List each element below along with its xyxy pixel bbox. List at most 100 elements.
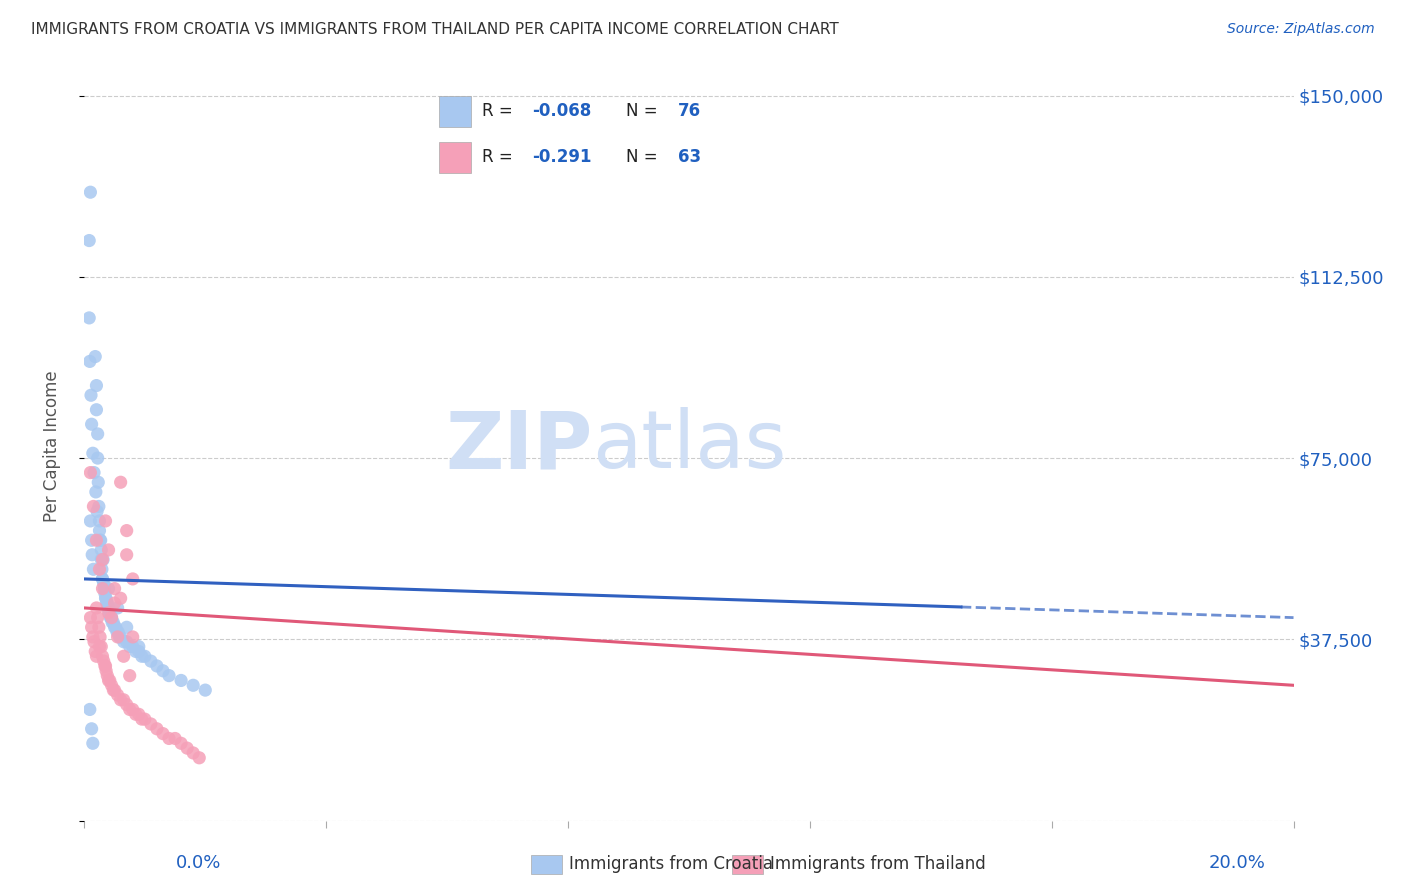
Point bbox=[82, 630, 104, 644]
Point bbox=[83, 466, 105, 480]
Point bbox=[80, 620, 103, 634]
Point bbox=[80, 533, 103, 548]
Point bbox=[86, 610, 108, 624]
Point bbox=[146, 659, 169, 673]
Point bbox=[79, 610, 101, 624]
Point bbox=[97, 601, 120, 615]
Point bbox=[93, 654, 115, 668]
Point bbox=[108, 630, 131, 644]
Point bbox=[80, 388, 103, 402]
Point bbox=[146, 722, 169, 736]
Point bbox=[110, 630, 132, 644]
Point bbox=[181, 746, 204, 760]
Point bbox=[94, 591, 117, 606]
Text: IMMIGRANTS FROM CROATIA VS IMMIGRANTS FROM THAILAND PER CAPITA INCOME CORRELATIO: IMMIGRANTS FROM CROATIA VS IMMIGRANTS FR… bbox=[31, 22, 839, 37]
Point bbox=[82, 736, 104, 750]
Point bbox=[131, 712, 153, 726]
Point bbox=[86, 378, 108, 392]
Text: N =: N = bbox=[626, 148, 658, 166]
Point bbox=[176, 741, 198, 756]
Point bbox=[90, 543, 112, 558]
Point bbox=[181, 678, 204, 692]
Point bbox=[89, 640, 111, 654]
Point bbox=[98, 606, 121, 620]
Point bbox=[79, 702, 101, 716]
Point bbox=[107, 625, 129, 640]
Text: 63: 63 bbox=[678, 148, 702, 166]
Text: R =: R = bbox=[482, 103, 513, 120]
Point bbox=[87, 475, 110, 490]
Point bbox=[115, 698, 138, 712]
Point bbox=[104, 596, 127, 610]
Point bbox=[110, 475, 132, 490]
Point bbox=[96, 596, 118, 610]
Point bbox=[170, 736, 193, 750]
Point bbox=[110, 693, 132, 707]
Point bbox=[90, 552, 112, 566]
Point bbox=[93, 582, 115, 596]
Point bbox=[91, 552, 114, 566]
Point bbox=[86, 601, 108, 615]
Point bbox=[91, 552, 114, 566]
Point bbox=[82, 446, 104, 460]
Point bbox=[94, 659, 117, 673]
Point bbox=[87, 500, 110, 514]
Point bbox=[118, 640, 141, 654]
Point bbox=[104, 683, 127, 698]
Point bbox=[115, 524, 138, 538]
Point bbox=[128, 707, 150, 722]
Text: Immigrants from Thailand: Immigrants from Thailand bbox=[770, 855, 986, 873]
Point bbox=[84, 484, 107, 499]
Point bbox=[104, 620, 127, 634]
Point bbox=[86, 402, 108, 417]
Point bbox=[103, 615, 125, 630]
Y-axis label: Per Capita Income: Per Capita Income bbox=[42, 370, 60, 522]
Point bbox=[94, 514, 117, 528]
Point bbox=[194, 683, 217, 698]
Point bbox=[97, 601, 120, 615]
Text: R =: R = bbox=[482, 148, 513, 166]
Point bbox=[100, 678, 122, 692]
Point bbox=[170, 673, 193, 688]
Point bbox=[86, 426, 108, 441]
Point bbox=[115, 620, 138, 634]
Point bbox=[90, 640, 112, 654]
Point bbox=[128, 640, 150, 654]
FancyBboxPatch shape bbox=[439, 142, 471, 173]
Point bbox=[107, 601, 129, 615]
Point bbox=[93, 576, 115, 591]
Point bbox=[121, 702, 143, 716]
Point bbox=[87, 620, 110, 634]
Point bbox=[107, 688, 129, 702]
Point bbox=[79, 466, 101, 480]
Point bbox=[100, 610, 122, 624]
Point bbox=[97, 606, 120, 620]
Point bbox=[139, 717, 162, 731]
Point bbox=[91, 572, 114, 586]
Point bbox=[105, 625, 128, 640]
Point bbox=[94, 591, 117, 606]
Point bbox=[131, 649, 153, 664]
Point bbox=[91, 649, 114, 664]
Point bbox=[98, 610, 121, 624]
Point bbox=[94, 664, 117, 678]
Point bbox=[84, 350, 107, 364]
Point bbox=[97, 582, 120, 596]
Point bbox=[100, 610, 122, 624]
Point bbox=[103, 683, 125, 698]
Text: Immigrants from Croatia: Immigrants from Croatia bbox=[568, 855, 773, 873]
Point bbox=[104, 620, 127, 634]
Point bbox=[79, 514, 101, 528]
Point bbox=[152, 726, 174, 740]
Point bbox=[94, 586, 117, 600]
Point bbox=[96, 668, 118, 682]
Point bbox=[128, 644, 150, 658]
Point bbox=[89, 562, 111, 576]
Point bbox=[115, 634, 138, 648]
Text: -0.291: -0.291 bbox=[533, 148, 592, 166]
Point bbox=[89, 524, 111, 538]
Text: 0.0%: 0.0% bbox=[176, 855, 221, 872]
Point bbox=[118, 702, 141, 716]
Point bbox=[86, 451, 108, 466]
Point bbox=[112, 634, 135, 648]
